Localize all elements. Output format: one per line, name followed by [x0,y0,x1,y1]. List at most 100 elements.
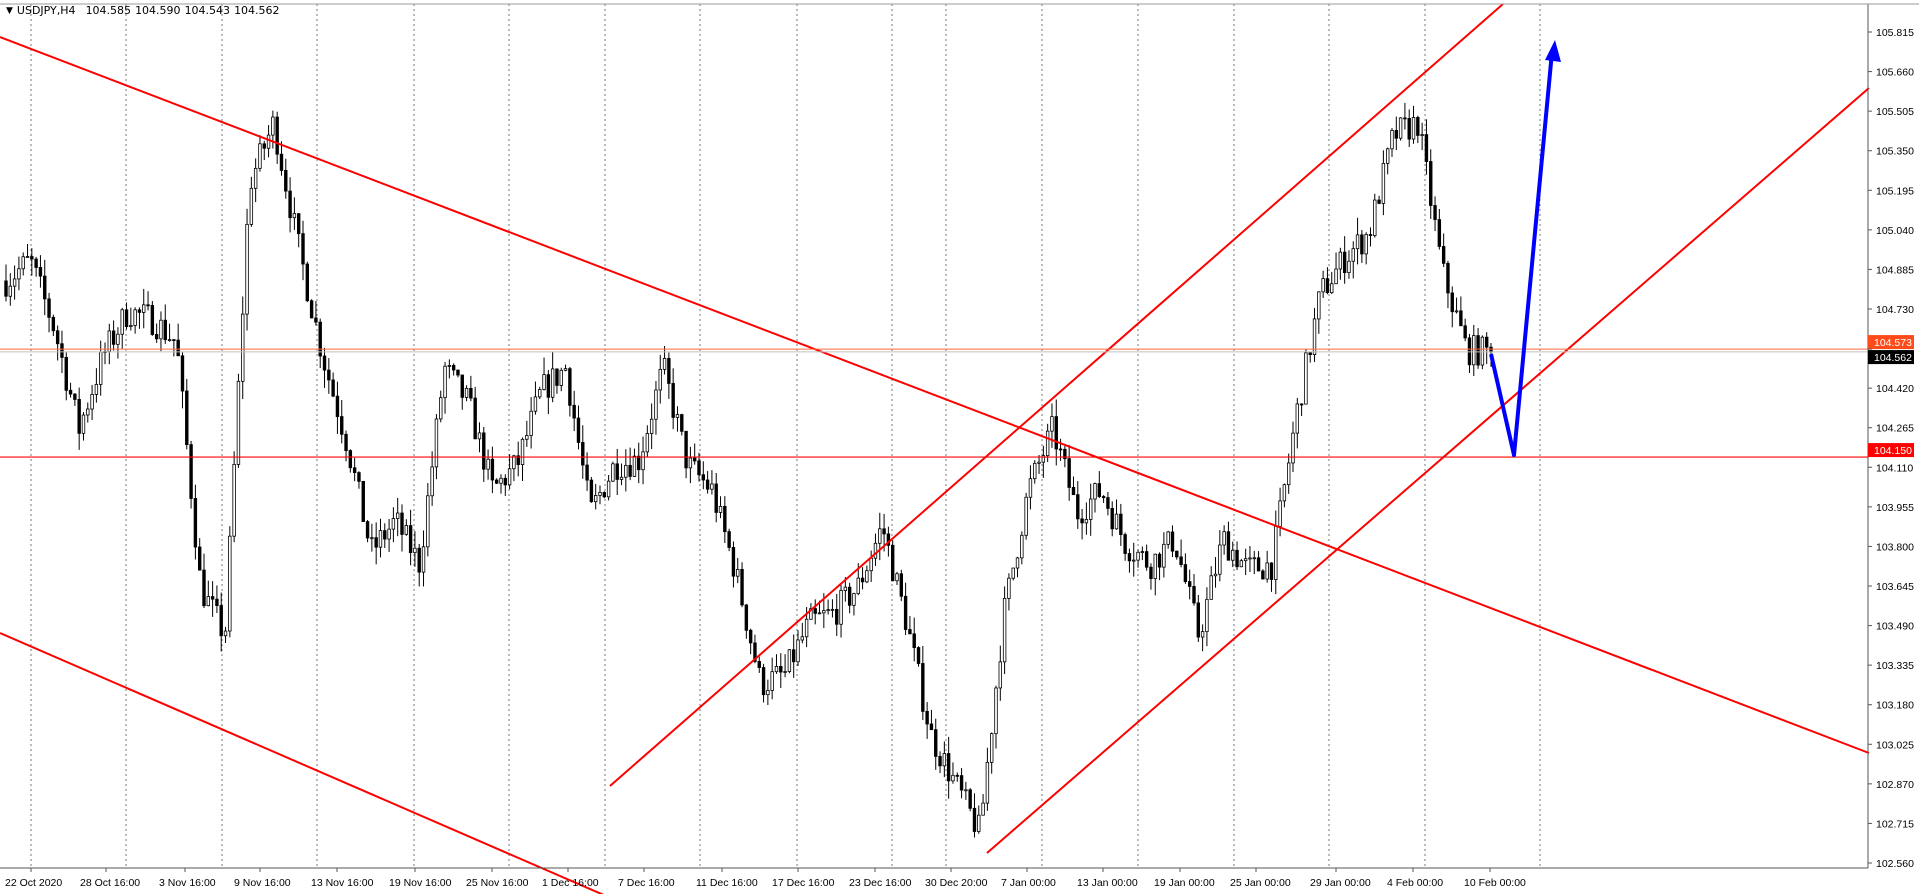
candle-body [546,374,551,398]
candle-body [903,595,908,630]
candle-body [1368,234,1373,236]
candle-body [895,573,899,582]
candle-body [1149,566,1153,579]
level-price-label: 104.150 [1874,445,1912,457]
candle-body [555,368,559,386]
candle-body [1063,448,1067,460]
x-tick-label: 28 Oct 16:00 [80,877,140,889]
candle-body [718,505,723,513]
candle-body [1265,562,1269,580]
x-tick-label: 10 Feb 00:00 [1464,877,1526,889]
candle-body [929,723,934,731]
candle-body [830,608,835,611]
candle-body [258,143,262,169]
y-tick-label: 103.490 [1876,621,1914,633]
trendline [0,632,605,894]
candle-body [159,319,163,340]
candle-body [1239,560,1244,568]
candle-body [1252,557,1256,560]
candle-body [1295,403,1300,434]
candle-body [154,334,159,340]
candle-body [852,593,856,606]
candle-body [766,690,770,696]
candle-body [1187,581,1192,587]
candle-body [223,630,228,637]
candle-body [1205,598,1209,633]
candle-body [1429,161,1433,206]
x-tick-label: 23 Dec 16:00 [849,877,912,889]
candle-body [1041,455,1046,463]
candle-body [1071,487,1076,496]
candle-body [1123,534,1127,554]
y-tick-label: 105.350 [1876,146,1914,158]
candle-body [1050,416,1054,432]
candle-body [430,466,434,497]
candle-body [817,612,822,615]
y-tick-label: 105.195 [1876,185,1914,197]
candle-body [723,505,727,533]
candle-body [1020,534,1024,559]
candle-body [1364,234,1368,255]
candle-body [804,618,809,638]
candle-body [262,143,266,149]
candle-body [335,395,340,417]
trendline [0,36,1870,754]
candle-body [779,666,783,673]
candle-body [163,319,167,341]
candle-body [1355,234,1360,250]
candle-body [977,814,981,832]
candle-body [408,525,413,554]
candle-body [998,661,1003,689]
candle-body [1007,577,1011,599]
candle-body [116,333,120,345]
candle-body [1106,497,1110,509]
y-tick-label: 105.815 [1876,27,1914,39]
candle-body [1407,118,1411,140]
candle-body [512,455,516,470]
y-tick-label: 103.645 [1876,581,1914,593]
candle-body [856,577,860,595]
candle-body [1054,416,1058,450]
candle-body [64,356,68,391]
candle-body [1424,134,1429,162]
candle-body [202,569,206,607]
candle-body [1403,117,1407,120]
candle-body [916,647,921,664]
candle-body [447,365,452,367]
y-tick-label: 103.955 [1876,502,1914,514]
candle-body [456,369,460,376]
y-tick-label: 104.573 [1874,337,1912,349]
candle-body [550,368,555,398]
candle-body [1256,557,1261,572]
triangle-down-icon[interactable]: ▼ [6,5,13,16]
candle-body [189,444,193,499]
candle-body [1299,403,1304,406]
candle-body [21,256,25,270]
candle-body [1243,558,1248,562]
candle-body [525,435,529,440]
candle-body [413,547,417,554]
candle-body [391,518,396,530]
candle-body [499,477,503,484]
candle-body [619,476,624,480]
candle-body [593,495,598,503]
candle-body [1132,559,1136,562]
candle-body [378,530,383,548]
candle-body [482,432,486,470]
candle-body [611,463,615,482]
candle-body [649,418,654,434]
candle-body [800,636,805,641]
candle-body [111,330,116,345]
x-tick-label: 19 Nov 16:00 [389,877,452,889]
candle-body [796,639,800,663]
y-tick-label: 104.730 [1876,304,1914,316]
candle-body [288,190,292,219]
candle-body [451,365,456,371]
candle-body [365,521,370,539]
candle-body [705,479,710,490]
candle-body [925,710,929,725]
candle-body [12,278,17,287]
candle-body [710,483,714,490]
candle-body [331,379,335,397]
